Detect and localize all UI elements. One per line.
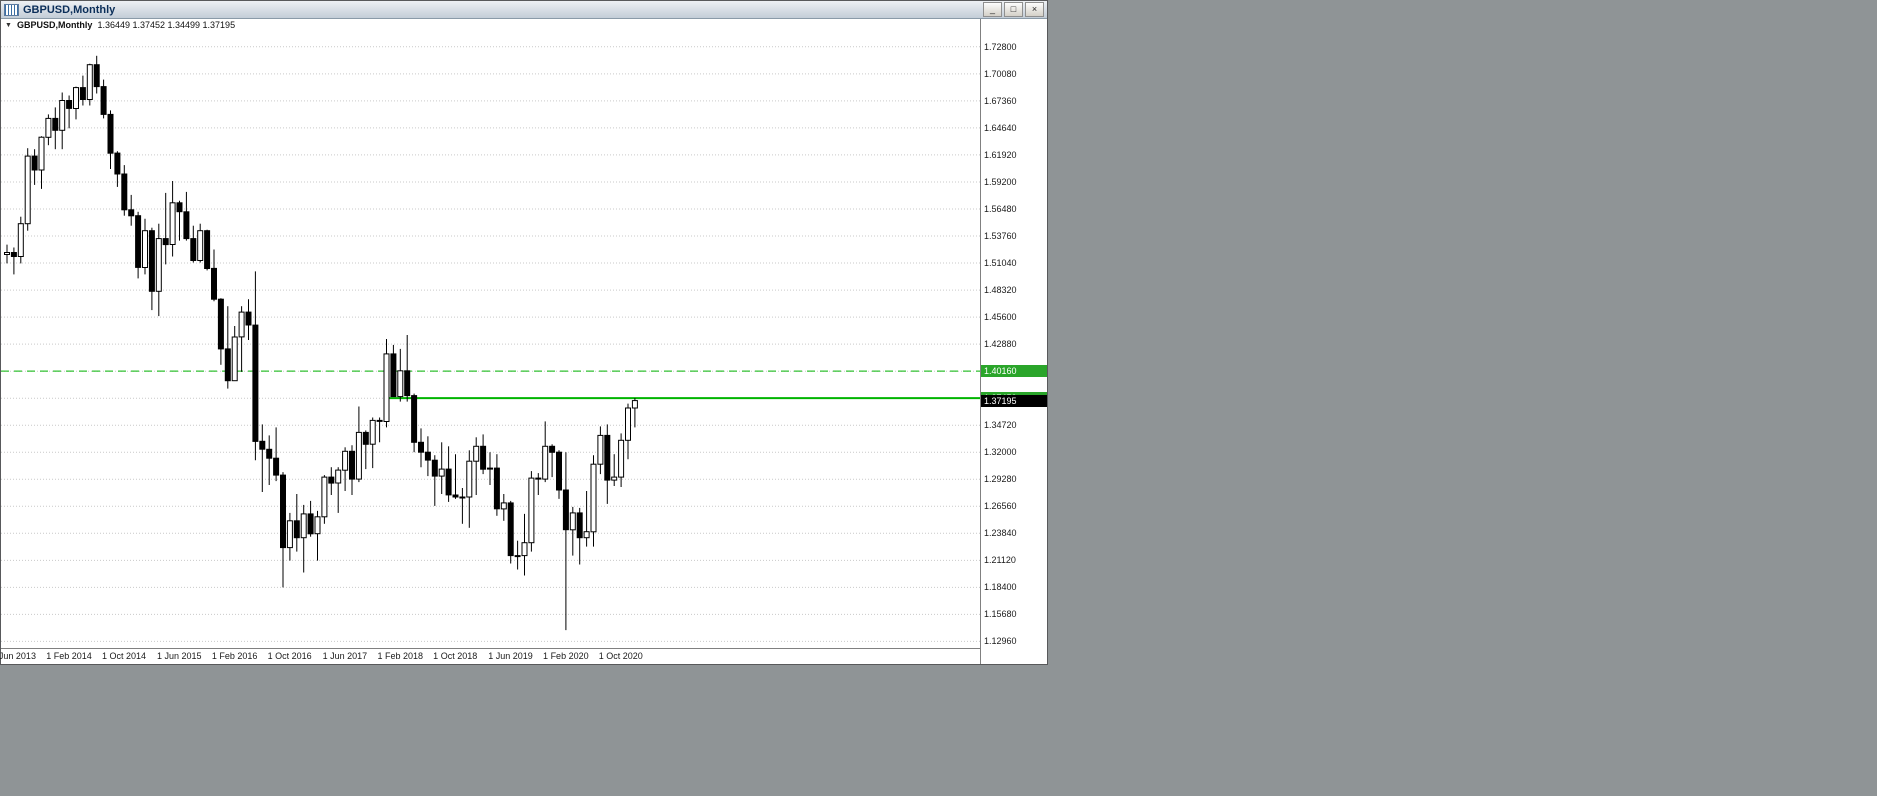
window-title-monthly: GBPUSD,Monthly: [23, 3, 116, 16]
price-tick-label: 1.12960: [984, 636, 1017, 647]
price-tick-label: 1.72800: [984, 41, 1017, 52]
price-tick-label: 1.61920: [984, 149, 1017, 160]
price-tick-label: 1.53760: [984, 231, 1017, 242]
time-tick-label: 1 Oct 2018: [433, 651, 478, 661]
time-tick-label: 1 Oct 2016: [267, 651, 312, 661]
chart-icon: [4, 3, 19, 16]
level-price-badge: 1.40160: [981, 365, 1047, 378]
price-tick-label: 1.26560: [984, 501, 1017, 512]
price-tick-label: 1.64640: [984, 122, 1017, 133]
time-tick-label: 1 Feb 2018: [377, 651, 423, 661]
minimize-button[interactable]: _: [983, 2, 1002, 17]
time-tick-label: 1 Oct 2020: [598, 651, 643, 661]
price-tick-label: 1.48320: [984, 285, 1017, 296]
time-tick-label: 1 Jun 2013: [0, 651, 36, 661]
time-tick-label: 1 Feb 2014: [46, 651, 92, 661]
current-price-badge: 1.37195: [981, 394, 1047, 407]
price-tick-label: 1.34720: [984, 420, 1017, 431]
price-tick-label: 1.15680: [984, 609, 1017, 620]
time-tick-label: 1 Oct 2014: [101, 651, 147, 661]
monthly-price-chart[interactable]: [1, 19, 980, 648]
monthly-price-axis[interactable]: 1.72800 1.70080 1.67360 1.64640 1.61920 1.592…: [980, 19, 1047, 664]
price-tick-label: 1.56480: [984, 203, 1017, 214]
price-tick-label: 1.59200: [984, 176, 1017, 187]
time-tick-label: 1 Jun 2019: [488, 651, 533, 661]
price-tick-label: 1.67360: [984, 95, 1017, 106]
time-tick-label: 1 Jun 2015: [157, 651, 202, 661]
time-tick-label: 1 Jun 2017: [322, 651, 368, 661]
titlebar-monthly[interactable]: GBPUSD,Monthly _ □ ×: [1, 1, 1047, 19]
time-tick-label: 1 Feb 2016: [211, 651, 258, 661]
price-tick-label: 1.23840: [984, 528, 1017, 539]
price-tick-label: 1.32000: [984, 447, 1017, 458]
price-tick-label: 1.29280: [984, 474, 1017, 485]
restore-button[interactable]: □: [1004, 2, 1023, 17]
price-tick-label: 1.21120: [984, 555, 1016, 566]
price-tick-label: 1.45600: [984, 312, 1017, 323]
price-tick-label: 1.70080: [984, 68, 1017, 79]
close-button[interactable]: ×: [1025, 2, 1044, 17]
window-gbpusd-monthly: GBPUSD,Monthly _ □ × ▼ GBPUSD,Monthly 1.…: [0, 0, 1048, 665]
price-tick-label: 1.51040: [984, 258, 1017, 269]
price-tick-label: 1.42880: [984, 339, 1017, 350]
time-tick-label: 1 Feb 2020: [543, 651, 589, 661]
monthly-time-axis[interactable]: 1 Jun 2013 1 Feb 2014 1 Oct 2014 1 Jun 2015…: [0, 648, 980, 664]
price-tick-label: 1.18400: [984, 582, 1017, 593]
